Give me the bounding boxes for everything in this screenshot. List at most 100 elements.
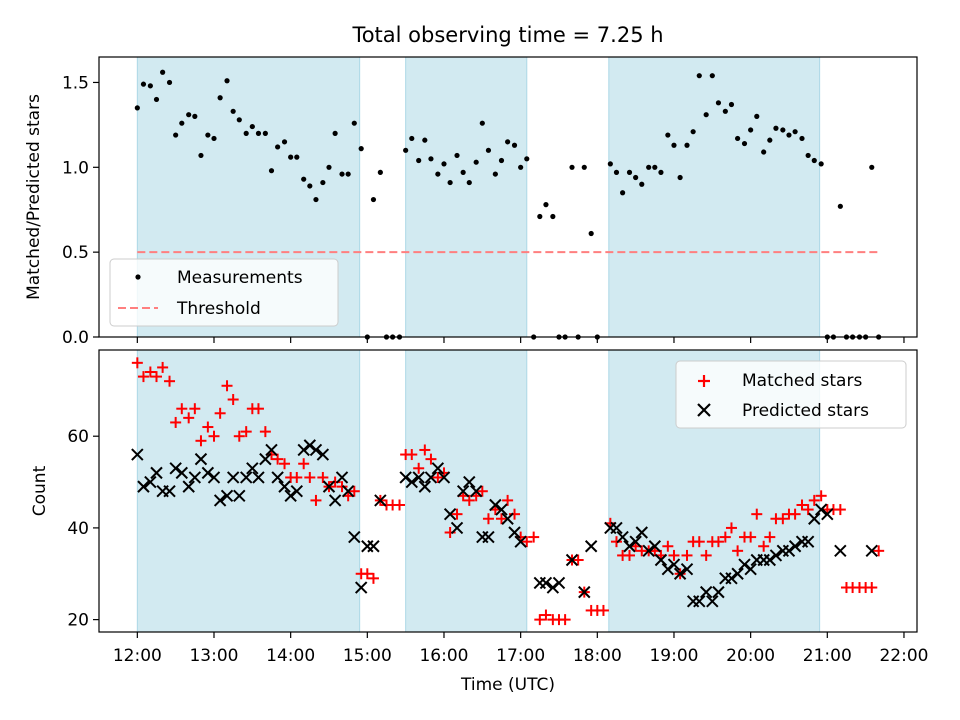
legend-predicted-label: Predicted stars xyxy=(742,401,869,421)
matched-star-point xyxy=(528,531,540,543)
legend-matched-marker xyxy=(698,375,710,387)
predicted-star-point xyxy=(699,585,713,599)
matched-star-point xyxy=(540,609,552,621)
count-plot-frame xyxy=(98,349,918,633)
predicted-star-point xyxy=(731,567,744,580)
measurement-point xyxy=(345,171,351,177)
predicted-star-point xyxy=(443,507,457,521)
measurement-point xyxy=(588,230,594,237)
y-tick-label: 1.5 xyxy=(62,73,89,93)
measurement-point xyxy=(466,179,472,186)
predicted-star-point xyxy=(137,480,150,493)
predicted-star-point xyxy=(642,544,655,558)
matched-star-point xyxy=(272,453,284,465)
predicted-star-point xyxy=(706,595,719,608)
predicted-star-point xyxy=(508,526,521,539)
measurement-point xyxy=(792,129,798,135)
count-xlabel: Time (UTC) xyxy=(460,675,555,695)
measurement-point xyxy=(198,152,204,159)
measurement-point xyxy=(652,164,658,170)
predicted-star-point xyxy=(801,535,815,548)
predicted-star-point xyxy=(629,535,642,548)
measurement-point xyxy=(294,154,300,160)
predicted-star-point xyxy=(865,544,878,558)
count-ylabel: Count xyxy=(30,465,50,516)
predicted-star-point xyxy=(667,558,681,571)
measurement-point xyxy=(403,147,409,153)
predicted-star-point xyxy=(297,443,310,457)
predicted-star-point xyxy=(239,471,253,484)
measurement-point xyxy=(626,169,633,175)
measurement-point xyxy=(409,135,415,142)
measurement-point xyxy=(370,196,377,203)
measurement-point xyxy=(230,108,236,114)
measurement-point xyxy=(377,169,383,175)
measurement-point xyxy=(428,156,434,162)
measurement-point xyxy=(773,125,779,131)
measurement-point xyxy=(492,171,498,177)
matched-star-point xyxy=(310,494,322,506)
measurement-point xyxy=(422,137,428,143)
matched-star-point xyxy=(719,531,731,543)
predicted-star-point xyxy=(188,471,202,484)
matched-star-point xyxy=(131,357,143,369)
measurement-point xyxy=(748,127,754,133)
measurement-point xyxy=(332,130,338,136)
x-tick-label: 14:00 xyxy=(266,646,315,666)
predicted-star-point xyxy=(194,452,208,466)
measurement-point xyxy=(351,120,357,126)
measurement-point xyxy=(236,117,242,123)
measurement-point xyxy=(805,152,811,159)
measurement-point xyxy=(473,159,479,165)
measurement-point xyxy=(639,181,645,187)
matched-star-point xyxy=(214,407,226,419)
measurement-point xyxy=(153,96,160,103)
matched-star-point xyxy=(463,494,475,506)
measurement-point xyxy=(767,137,773,143)
matched-star-point xyxy=(176,403,188,415)
measurement-point xyxy=(262,130,268,136)
measurement-point xyxy=(754,113,760,119)
measurement-point xyxy=(339,171,345,177)
measurement-point xyxy=(550,213,556,220)
matched-star-point xyxy=(476,485,488,497)
x-tick-label: 16:00 xyxy=(419,646,468,666)
predicted-star-point xyxy=(213,494,227,507)
predicted-star-point xyxy=(450,521,464,535)
predicted-star-point xyxy=(354,581,368,594)
predicted-star-point xyxy=(335,471,349,484)
x-tick-label: 18:00 xyxy=(573,646,622,666)
predicted-star-point xyxy=(533,576,547,590)
predicted-star-point xyxy=(399,471,412,484)
ratio-ylabel: Matched/Predicted stars xyxy=(24,94,44,300)
predicted-star-point xyxy=(616,530,629,544)
predicted-star-point xyxy=(437,471,451,484)
predicted-star-point xyxy=(259,452,272,466)
matched-star-point xyxy=(144,366,156,378)
measurement-point xyxy=(761,149,767,155)
measurement-point xyxy=(518,164,524,170)
measurement-point xyxy=(780,127,786,133)
matched-star-point xyxy=(572,554,584,566)
measurement-point xyxy=(255,130,262,136)
predicted-star-point xyxy=(252,471,265,484)
predicted-star-point xyxy=(514,535,527,548)
measurement-point xyxy=(620,190,626,196)
predicted-star-point xyxy=(552,576,566,590)
predicted-star-point xyxy=(431,462,445,475)
predicted-star-point xyxy=(763,553,777,567)
predicted-star-point xyxy=(495,503,508,516)
measurement-point xyxy=(646,164,652,170)
matched-star-point xyxy=(221,380,233,392)
predicted-star-point xyxy=(309,443,323,457)
observing-window-bottom xyxy=(136,349,361,633)
matched-star-point xyxy=(521,536,533,548)
predicted-star-point xyxy=(712,585,725,599)
measurement-point xyxy=(147,83,153,89)
measurement-point xyxy=(211,135,217,142)
observing-window-bottom xyxy=(405,349,528,633)
predicted-star-point xyxy=(182,480,195,493)
measurement-point xyxy=(837,203,843,209)
y-tick-label: 0.0 xyxy=(62,328,89,348)
x-tick-label: 19:00 xyxy=(649,646,698,666)
